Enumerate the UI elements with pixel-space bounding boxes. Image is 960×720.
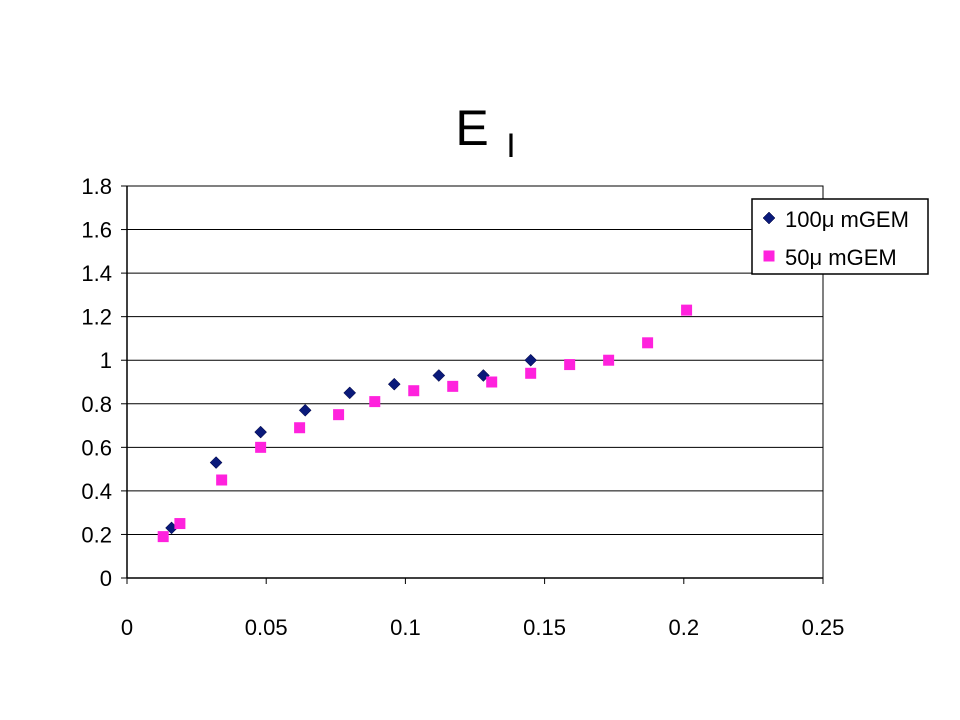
legend-label-1: 50μ mGEM <box>785 245 897 270</box>
point-s1-12 <box>603 354 615 366</box>
legend: 100μ mGEM 50μ mGEM <box>751 198 929 275</box>
y-tick-label-6: 1.2 <box>81 305 112 330</box>
point-s1-10 <box>525 367 537 379</box>
point-s1-7 <box>408 385 420 397</box>
y-tick-label-9: 1.8 <box>81 174 112 199</box>
tick-labels: 0 0.2 0.4 0.6 0.8 1 1.2 1.4 1.6 1.8 0 0.05 0.1 0.15 0.… <box>81 174 844 640</box>
y-tick-label-3: 0.6 <box>81 435 112 460</box>
y-tick-label-2: 0.4 <box>81 479 112 504</box>
x-tick-label-4: 0.2 <box>669 615 700 640</box>
point-s0-8 <box>524 353 538 367</box>
x-tick-label-2: 0.1 <box>390 615 421 640</box>
point-s1-8 <box>447 380 459 392</box>
point-s1-0 <box>157 531 169 543</box>
y-tick-label-4: 0.8 <box>81 392 112 417</box>
y-tick-label-1: 0.2 <box>81 522 112 547</box>
series-1 <box>157 304 693 543</box>
point-s1-6 <box>369 396 381 408</box>
point-s0-4 <box>343 386 357 400</box>
x-tick-label-1: 0.05 <box>245 615 288 640</box>
legend-marker-1 <box>763 250 775 262</box>
legend-marker-0 <box>762 211 776 225</box>
legend-label-0: 100μ mGEM <box>785 207 909 232</box>
point-s0-5 <box>387 377 401 391</box>
point-s1-2 <box>216 474 228 486</box>
point-s1-5 <box>333 409 345 421</box>
point-s0-2 <box>254 425 267 439</box>
axes <box>121 185 824 584</box>
series-0 <box>165 353 538 535</box>
y-tick-label-7: 1.4 <box>81 261 112 286</box>
point-s1-9 <box>486 376 498 388</box>
point-s0-6 <box>432 369 446 382</box>
data-points <box>157 304 693 543</box>
grid-lines <box>127 185 823 535</box>
point-s1-3 <box>255 441 267 453</box>
y-tick-label-8: 1.6 <box>81 218 112 243</box>
point-s0-3 <box>298 403 312 417</box>
x-tick-label-5: 0.25 <box>802 615 845 640</box>
point-s0-1 <box>209 456 223 469</box>
chart-title-subscript: I <box>506 127 515 165</box>
point-s1-11 <box>564 359 576 371</box>
chart-title: E <box>455 100 488 156</box>
legend-box <box>751 198 929 275</box>
x-tick-label-3: 0.15 <box>523 615 566 640</box>
point-s1-4 <box>294 422 306 434</box>
point-s1-1 <box>174 518 186 530</box>
point-s1-14 <box>681 304 693 316</box>
x-tick-label-0: 0 <box>121 615 133 640</box>
y-tick-label-5: 1 <box>100 348 112 373</box>
y-tick-label-0: 0 <box>100 566 112 591</box>
point-s1-13 <box>642 337 654 349</box>
plot-area-border <box>126 185 824 579</box>
